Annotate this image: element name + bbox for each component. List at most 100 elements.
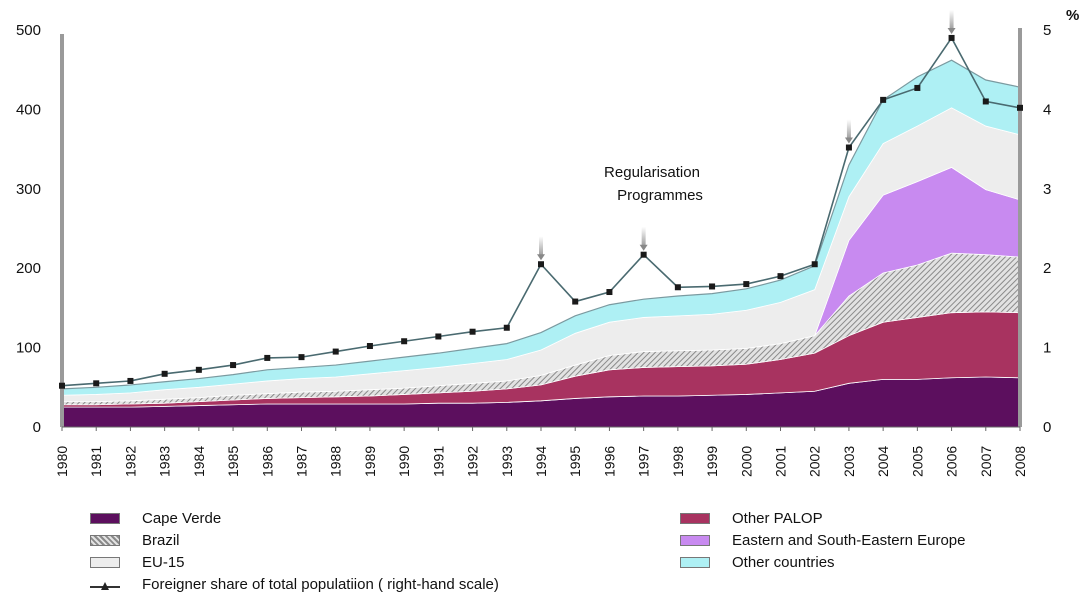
legend-item-other-countries: Other countries [680,553,835,571]
share-point [640,251,647,258]
legend-label-eu15: EU-15 [142,553,185,571]
x-tick-label: 1991 [430,446,446,477]
share-point [161,370,168,377]
x-axis-ticks: 1980 1981 1982 1983 1984 1985 1986 1987 1988 1989… [54,427,1028,477]
legend-item-other-palop: Other PALOP [680,509,823,527]
x-tick-label: 1988 [328,446,344,477]
y2-tick-label: 0 [1043,419,1051,436]
x-tick-label: 2000 [738,446,754,477]
x-tick-label: 2004 [875,446,891,477]
x-tick-label: 1990 [396,446,412,477]
share-point [435,333,442,340]
share-point [1017,104,1023,111]
x-tick-label: 2003 [841,446,857,477]
x-tick-label: 1998 [670,446,686,477]
x-tick-label: 1985 [225,446,241,477]
y2-tick-label: 1 [1043,340,1051,357]
y-tick-label: 100 [16,340,41,357]
share-point [59,382,65,389]
legend-label-other-palop: Other PALOP [732,509,823,527]
share-point [948,34,955,41]
x-tick-label: 2006 [944,446,960,477]
x-tick-label: 1984 [191,446,207,477]
share-point [777,273,784,280]
annotation-line-2: Programmes [617,187,703,204]
y-tick-label: 300 [16,181,41,198]
share-point [230,362,237,369]
x-tick-label: 2008 [1012,446,1028,477]
legend-swatch-eastern-europe [680,534,710,546]
regularisation-arrow-head [947,27,956,34]
share-point [606,289,613,296]
share-point [674,284,681,291]
share-point [469,328,476,335]
legend-label-share: Foreigner share of total populatiion ( r… [142,575,499,593]
regularisation-arrow [949,9,954,30]
x-tick-label: 1987 [294,446,310,477]
regularisation-arrow [846,119,851,140]
share-point [538,261,544,268]
x-tick-label: 2001 [773,446,789,477]
share-point [914,84,921,91]
x-tick-label: 1981 [88,446,104,477]
legend-label-other-countries: Other countries [732,553,835,571]
x-tick-label: 1980 [54,446,70,477]
share-point [195,366,202,373]
annotation-line-1: Regularisation [604,164,700,181]
share-point [127,377,134,384]
legend-item-brazil: Brazil [90,531,180,549]
y2-tick-label: 3 [1043,181,1051,198]
x-tick-label: 1995 [567,446,583,477]
x-tick-label: 2005 [909,446,925,477]
y-tick-label: 0 [33,419,41,436]
area-layers [61,59,1021,428]
x-tick-label: 2002 [807,446,823,477]
share-point [298,354,305,361]
x-tick-label: 1982 [122,446,138,477]
x-tick-label: 1996 [601,446,617,477]
legend-label-brazil: Brazil [142,531,180,549]
x-tick-label: 1994 [533,446,549,477]
legend-item-eu15: EU-15 [90,553,185,571]
legend-swatch-cape-verde [90,512,120,524]
legend-item-share: Foreigner share of total populatiion ( r… [90,575,499,593]
x-tick-label: 2007 [978,446,994,477]
x-tick-label: 1986 [259,446,275,477]
regularisation-arrow-head [844,137,853,144]
legend-swatch-share [90,579,120,590]
regularisation-arrow [641,226,646,247]
legend-item-eastern-europe: Eastern and South-Eastern Europe [680,531,965,549]
y-tick-label: 400 [16,101,41,118]
regularisation-arrows [537,9,956,261]
x-tick-label: 1989 [362,446,378,477]
share-point [709,283,716,290]
share-line [59,34,1023,389]
regularisation-arrow-head [639,244,648,251]
legend-item-cape-verde: Cape Verde [90,509,221,527]
x-tick-label: 1999 [704,446,720,477]
area-total-outline [61,59,1021,390]
x-tick-label: 1993 [499,446,515,477]
y-tick-label: 500 [16,22,41,39]
legend-swatch-eu15 [90,556,120,568]
legend-label-cape-verde: Cape Verde [142,509,222,527]
share-point [332,348,339,355]
share-point [264,354,271,361]
share-point [743,281,750,288]
left-axis-ticks: 0 100 200 300 400 500 [16,22,41,436]
share-line-icon [90,581,120,590]
x-tick-label: 1997 [636,446,652,477]
share-point [982,98,989,105]
legend-swatch-other-countries [680,556,710,568]
share-point [811,261,818,268]
y2-tick-label: 5 [1043,22,1051,39]
legend-swatch-other-palop [680,512,710,524]
y2-tick-label: 2 [1043,260,1051,277]
legend-label-eastern-europe: Eastern and South-Eastern Europe [732,531,966,549]
x-tick-label: 1983 [157,446,173,477]
share-point [572,298,579,305]
x-tick-label: 1992 [465,446,481,477]
share-point [93,380,100,387]
share-point [845,144,852,151]
